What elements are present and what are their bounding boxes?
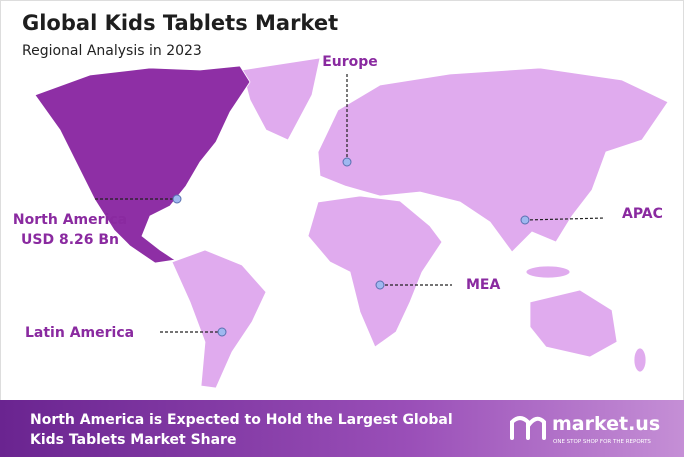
footer-text: Kids Tablets Market Share (30, 432, 236, 448)
footer-band (0, 400, 684, 457)
region-label: MEA (466, 277, 500, 293)
marker (172, 194, 182, 204)
new-zealand (633, 347, 647, 373)
south-america (171, 249, 267, 389)
region-label: Latin America (25, 325, 134, 341)
logo-icon (510, 416, 546, 440)
world-map (34, 57, 669, 389)
subtitle: Regional Analysis in 2023 (22, 43, 202, 59)
marker (520, 215, 530, 225)
leader-line (524, 217, 606, 221)
tagline: ONE STOP SHOP FOR THE REPORTS (553, 439, 651, 445)
marker (375, 280, 385, 290)
logo: market.us ONE STOP SHOP FOR THE REPORTS (510, 413, 660, 445)
region-label: North America (13, 212, 127, 228)
australia (529, 289, 618, 358)
region-value: USD 8.26 Bn (21, 232, 119, 248)
north-america (34, 65, 251, 264)
marker (342, 157, 352, 167)
greenland (241, 57, 321, 141)
region-label: APAC (622, 206, 663, 222)
footer-text: North America is Expected to Hold the La… (30, 412, 453, 428)
brand: market.us (552, 413, 660, 435)
region-label: Europe (322, 54, 378, 70)
eurasia (317, 67, 669, 253)
marker (217, 327, 227, 337)
africa (307, 195, 443, 348)
indonesia (525, 265, 571, 279)
title: Global Kids Tablets Market (22, 11, 338, 35)
callouts: Europe APAC MEA Latin America North Amer… (13, 54, 663, 341)
